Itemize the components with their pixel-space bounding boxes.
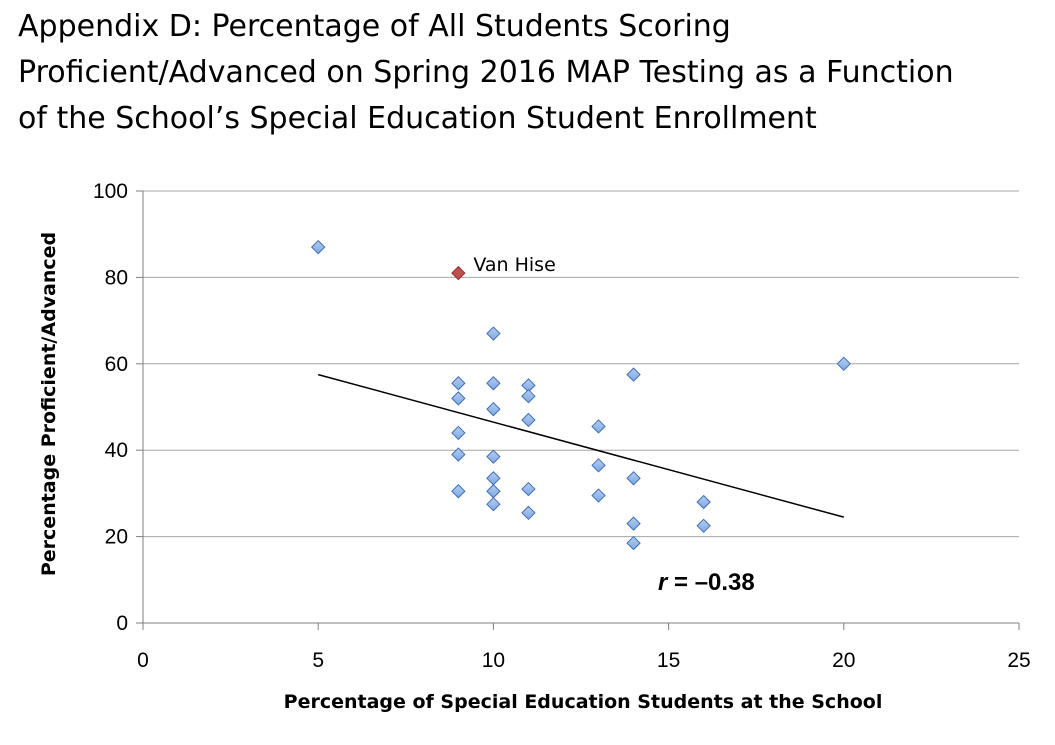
data-point <box>486 401 501 417</box>
data-point <box>521 481 536 497</box>
chart-title-line-3: of the School’s Special Education Studen… <box>18 101 817 136</box>
trendline-group <box>318 373 844 518</box>
data-point <box>451 391 466 406</box>
x-tick-label: 15 <box>657 649 680 672</box>
x-tick-label: 0 <box>137 649 149 672</box>
y-tick-label: 20 <box>105 526 128 549</box>
data-point <box>836 356 852 372</box>
data-point <box>626 535 641 551</box>
data-point <box>696 518 711 534</box>
point-label: Van Hise <box>473 254 555 276</box>
axes <box>136 190 1020 630</box>
data-point <box>310 239 326 255</box>
data-point <box>486 496 501 512</box>
y-tick-label: 0 <box>116 612 128 635</box>
data-point <box>486 326 501 341</box>
y-tick-label: 100 <box>93 180 128 203</box>
x-axis-title: Percentage of Special Education Students… <box>284 691 883 713</box>
data-point <box>451 376 466 391</box>
data-point <box>521 388 536 404</box>
data-point <box>486 449 501 464</box>
data-point <box>486 376 501 391</box>
x-tick-label: 5 <box>312 649 324 672</box>
gridlines <box>143 190 1019 538</box>
data-point <box>626 367 641 382</box>
x-tick-label: 25 <box>1007 649 1030 672</box>
data-point <box>451 425 466 441</box>
labels: 0 20 40 60 80 100 0 5 10 15 20 25 Van Hise Percentage… <box>38 180 1031 713</box>
x-tick-label: 10 <box>482 649 505 672</box>
data-point <box>591 419 606 434</box>
data-point <box>521 412 536 428</box>
correlation-symbol: r <box>658 569 669 596</box>
chart-title: Appendix D: Percentage of All Students S… <box>18 4 1048 142</box>
chart-title-line-1: Appendix D: Percentage of All Students S… <box>18 9 731 44</box>
data-point <box>486 471 501 486</box>
data-point <box>591 488 606 503</box>
correlation-value: = –0.38 <box>667 569 754 596</box>
data-point <box>521 505 536 521</box>
highlighted-point <box>451 265 466 281</box>
data-point <box>591 458 606 473</box>
x-tick-label: 20 <box>832 649 855 672</box>
trendline <box>318 373 844 518</box>
data-point <box>451 484 466 499</box>
y-tick-label: 60 <box>105 353 128 376</box>
data-point <box>486 484 501 499</box>
y-tick-label: 80 <box>105 266 128 289</box>
data-points <box>310 239 852 551</box>
chart-title-line-2: Proficient/Advanced on Spring 2016 MAP T… <box>18 55 954 90</box>
data-point <box>696 494 711 510</box>
y-axis-title: Percentage Proficient/Advanced <box>38 232 60 576</box>
data-point <box>626 516 641 531</box>
correlation-annotation: r = –0.38 <box>658 569 755 596</box>
data-point <box>626 471 641 486</box>
y-tick-label: 40 <box>105 439 128 462</box>
data-point <box>451 447 466 462</box>
